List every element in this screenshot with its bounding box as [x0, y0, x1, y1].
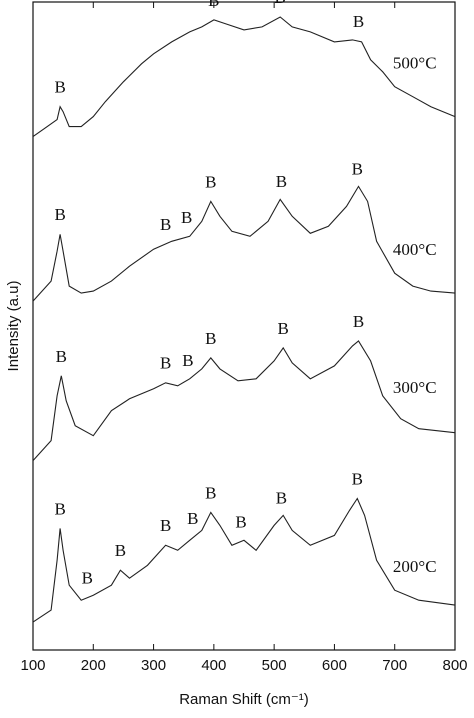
y-axis-label: Intensity (a.u): [5, 281, 22, 372]
x-tick-label: 500: [262, 657, 287, 674]
peak-label: B: [115, 541, 126, 560]
peak-label: B: [276, 488, 287, 507]
spectrum-line: [32, 497, 456, 623]
peak-label: B: [205, 172, 216, 191]
peak-label: B: [352, 469, 363, 488]
x-tick-label: 800: [442, 657, 467, 674]
series-label: 200°C: [393, 557, 437, 576]
peak-label: B: [54, 205, 65, 224]
peak-label: B: [160, 215, 171, 234]
x-tick-label: 200: [81, 657, 106, 674]
peak-label: B: [181, 208, 192, 227]
peak-label: B: [278, 319, 289, 338]
peak-label: B: [82, 569, 93, 588]
peak-label: B: [54, 499, 65, 518]
plot-frame: [32, 1, 456, 651]
peak-label: B: [160, 354, 171, 373]
peak-label: B: [353, 312, 364, 331]
peak-label: B: [276, 172, 287, 191]
x-tick-label: 400: [201, 657, 226, 674]
peak-label: B: [205, 483, 216, 502]
spectrum-line: [32, 16, 456, 138]
x-axis-label: Raman Shift (cm⁻¹): [179, 691, 309, 708]
peak-label: B: [353, 12, 364, 31]
x-tick-label: 300: [141, 657, 166, 674]
series-label: 400°C: [393, 240, 437, 259]
peak-label: B: [56, 347, 67, 366]
peak-label: B: [187, 509, 198, 528]
peak-label: B: [205, 329, 216, 348]
peak-label: B: [352, 159, 363, 178]
peak-label: B: [274, 0, 285, 7]
spectrum-line: [32, 340, 456, 461]
series-label: 500°C: [393, 54, 437, 73]
peak-label: B: [182, 351, 193, 370]
peak-label: B: [54, 78, 65, 97]
x-tick-label: 100: [20, 657, 45, 674]
spectrum-line: [32, 185, 456, 302]
peak-label: B: [208, 0, 219, 10]
x-tick-label: 600: [322, 657, 347, 674]
x-tick-label: 700: [382, 657, 407, 674]
series-label: 300°C: [393, 378, 437, 397]
peak-label: B: [160, 516, 171, 535]
peak-label: B: [235, 512, 246, 531]
